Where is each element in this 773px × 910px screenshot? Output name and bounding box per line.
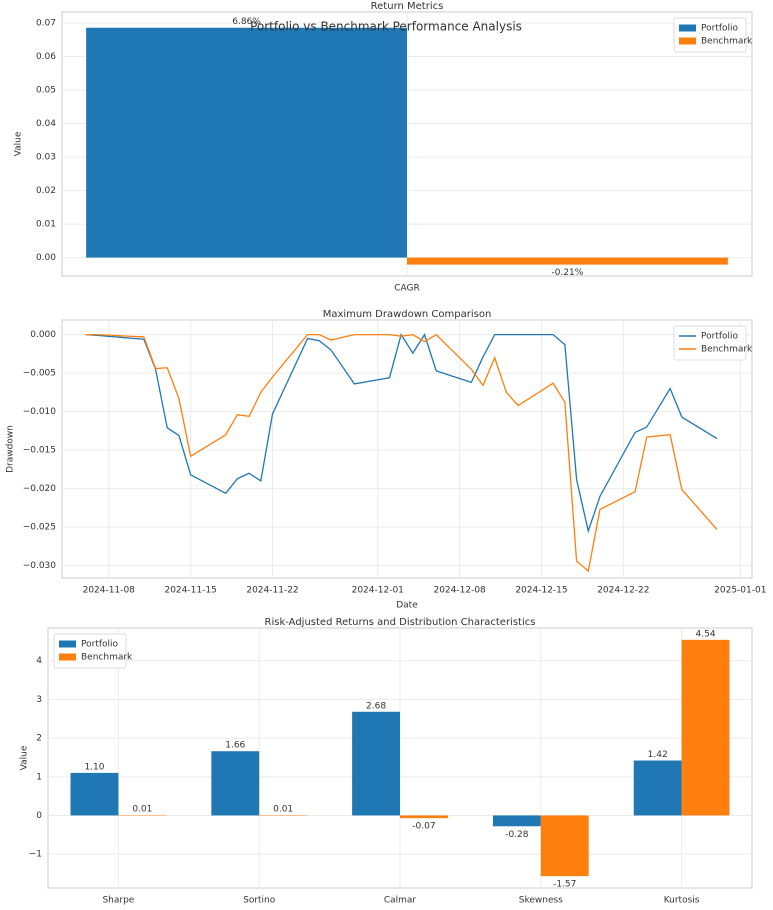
x-tick-label: Sharpe (102, 896, 134, 906)
legend-label: Portfolio (701, 332, 739, 342)
y-tick-label: 0.06 (36, 52, 56, 62)
data-label: -0.28 (505, 830, 529, 840)
plot-area (61, 319, 753, 579)
y-tick-label: 0.00 (36, 253, 56, 263)
figure-title: Portfolio vs Benchmark Performance Analy… (250, 20, 522, 34)
y-tick-label: 3 (36, 695, 42, 705)
legend-label: Portfolio (81, 640, 119, 650)
bar (407, 257, 728, 265)
y-tick-label: −0.025 (23, 523, 56, 533)
y-axis-label: Value (14, 131, 24, 156)
y-tick-label: −1 (29, 850, 42, 860)
bar (681, 639, 730, 816)
data-label: 4.54 (696, 629, 716, 639)
x-tick-label: CAGR (394, 284, 420, 294)
bar (492, 815, 541, 827)
legend-label: Benchmark (701, 345, 753, 355)
x-tick-label: 2024-12-15 (515, 586, 567, 596)
y-axis-label: Drawdown (6, 425, 16, 473)
data-label: -0.21% (552, 268, 584, 278)
bar (211, 751, 260, 816)
bar (540, 815, 589, 877)
legend-label: Portfolio (701, 24, 739, 34)
bar (400, 815, 448, 819)
x-tick-label: Sortino (243, 896, 276, 906)
y-tick-label: −0.010 (23, 407, 57, 417)
y-tick-label: 0.02 (36, 186, 56, 196)
legend-label: Benchmark (81, 653, 133, 663)
data-label: 0.01 (132, 805, 152, 815)
legend-swatch (59, 653, 76, 661)
line-series (85, 333, 718, 534)
data-label: 1.42 (648, 750, 668, 760)
y-tick-label: 0.04 (36, 119, 56, 129)
x-tick-label: 2024-12-01 (352, 586, 404, 596)
x-tick-label: Kurtosis (664, 896, 700, 906)
x-tick-label: 2024-12-22 (597, 586, 649, 596)
x-tick-label: 2025-01-01 (714, 586, 766, 596)
y-axis-label: Value (20, 745, 30, 770)
y-tick-label: 0.05 (36, 86, 56, 96)
x-tick-label: 2024-11-15 (164, 586, 216, 596)
legend-swatch (59, 640, 76, 648)
x-tick-label: 2024-11-08 (83, 586, 136, 596)
x-axis-label: Date (396, 601, 418, 611)
data-label: -0.07 (412, 822, 435, 832)
y-tick-label: −0.020 (23, 484, 57, 494)
y-tick-label: 1 (36, 772, 42, 782)
y-tick-label: 0.000 (30, 330, 56, 340)
bar (633, 760, 682, 816)
line-series (85, 333, 718, 573)
axes-title: Return Metrics (371, 1, 444, 12)
y-tick-label: −0.030 (23, 561, 57, 571)
y-tick-label: 2 (36, 734, 42, 744)
data-label: -1.57 (553, 880, 576, 890)
x-tick-label: Calmar (384, 896, 417, 906)
y-tick-label: 0.01 (36, 220, 56, 230)
bar (70, 772, 119, 816)
y-tick-label: 0.03 (36, 153, 56, 163)
y-tick-label: 0.07 (36, 19, 56, 29)
axes-title: Risk-Adjusted Returns and Distribution C… (265, 617, 536, 628)
data-label: 1.66 (225, 741, 245, 751)
bar (352, 711, 400, 816)
axes-title: Maximum Drawdown Comparison (323, 309, 492, 320)
legend-swatch (679, 24, 696, 32)
legend-box (673, 325, 747, 361)
y-tick-label: −0.015 (23, 446, 56, 456)
legend-swatch (679, 37, 696, 45)
bar (86, 27, 408, 258)
x-tick-label: 2024-12-08 (433, 586, 486, 596)
data-label: 2.68 (366, 701, 386, 711)
data-label: 6.86% (232, 17, 261, 27)
data-label: 1.10 (84, 762, 104, 772)
x-tick-label: 2024-11-22 (246, 586, 298, 596)
y-tick-label: 0 (36, 811, 42, 821)
y-tick-label: 4 (36, 656, 42, 666)
y-tick-label: −0.005 (23, 369, 56, 379)
legend-label: Benchmark (701, 37, 753, 47)
data-label: 0.01 (273, 805, 293, 815)
x-tick-label: Skewness (519, 896, 563, 906)
